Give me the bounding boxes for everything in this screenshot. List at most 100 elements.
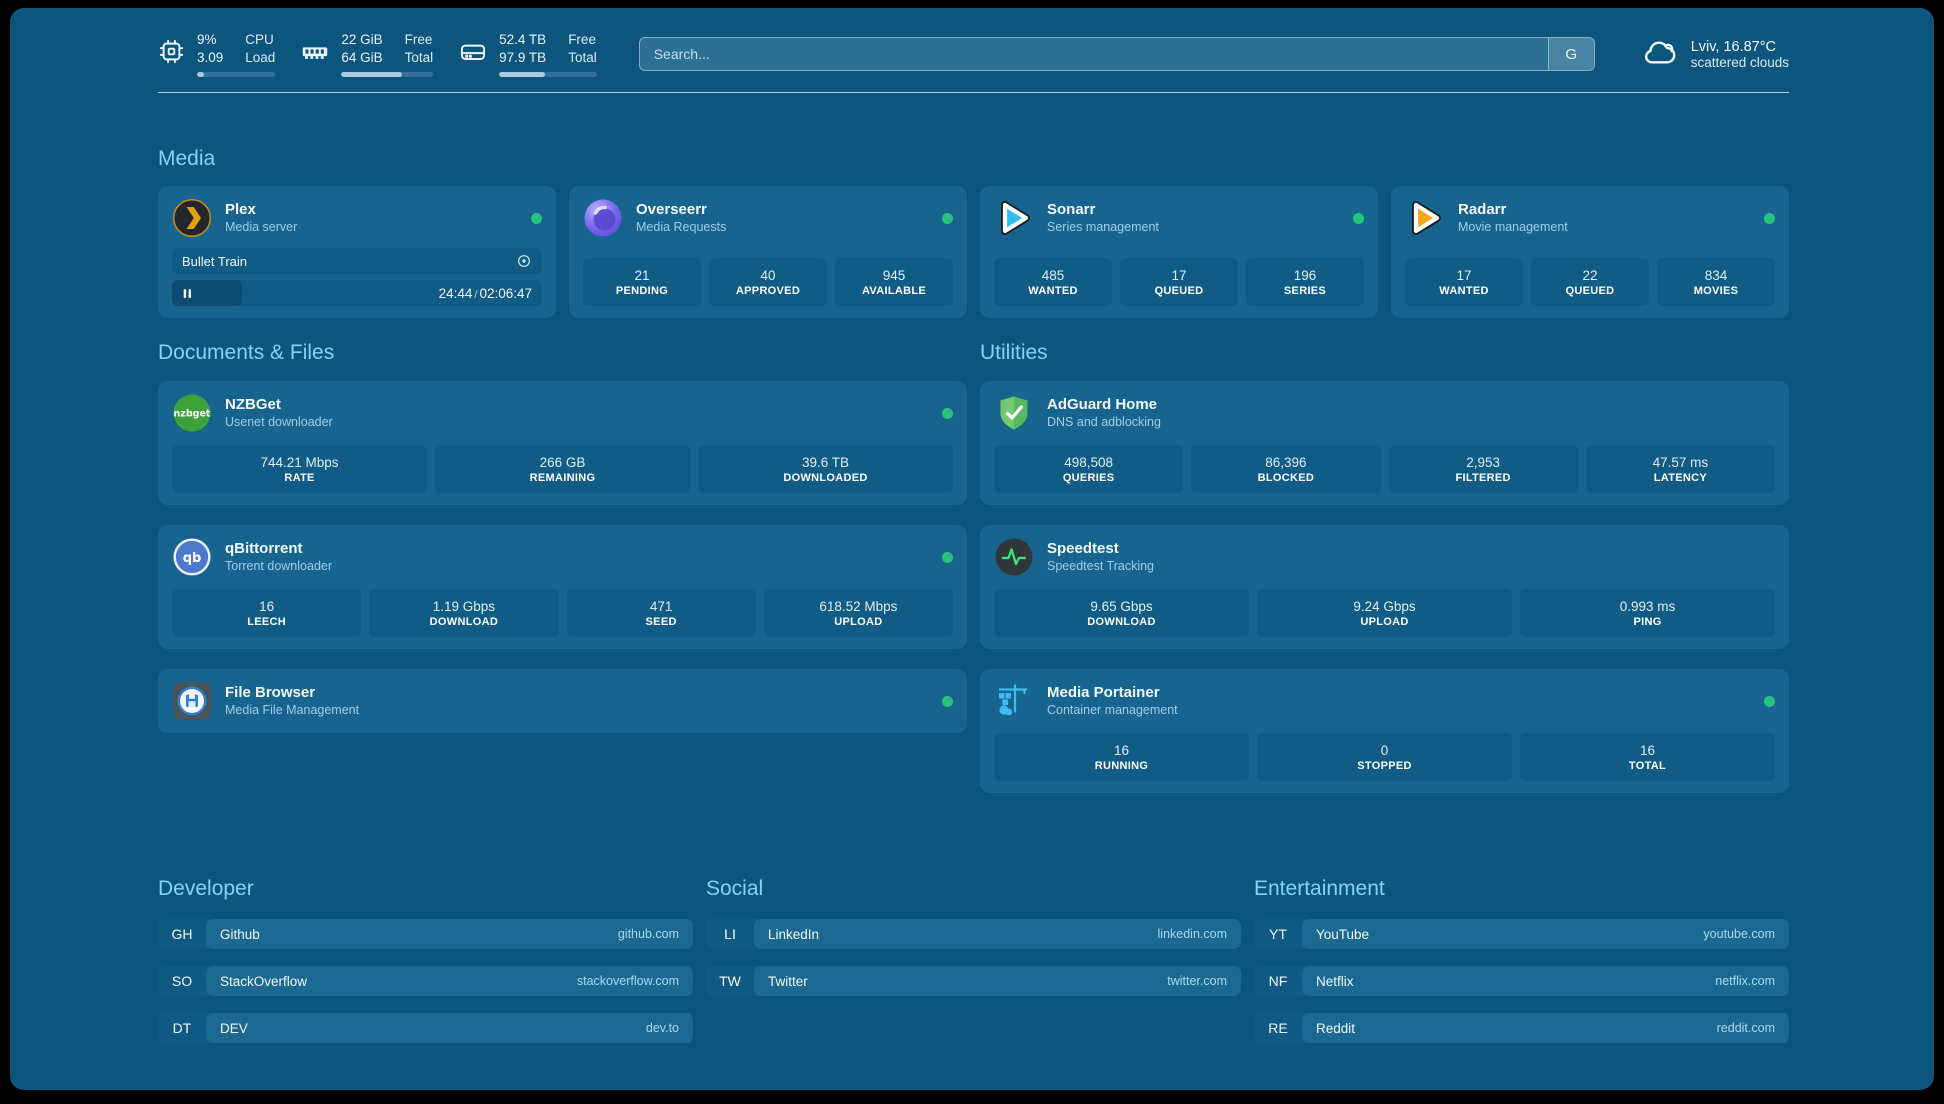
cloud-icon <box>1641 33 1679 76</box>
portainer-card: Media Portainer Container management 16 … <box>980 669 1789 793</box>
adguard-card: AdGuard Home DNS and adblocking 498,508 … <box>980 381 1789 505</box>
stat-tile: 744.21 Mbps RATE <box>172 445 427 493</box>
stat-tile: 498,508 QUERIES <box>994 445 1184 493</box>
entertainment-section-title: Entertainment <box>1254 877 1385 900</box>
cpu-usage-value: 9% <box>197 32 217 48</box>
media-section-title: Media <box>158 147 216 170</box>
app-description: Speedtest Tracking <box>1047 559 1155 574</box>
bookmark-twitter[interactable]: TW Twitter twitter.com <box>706 966 1241 996</box>
stat-tiles: 744.21 Mbps RATE 266 GB REMAINING 39.6 T… <box>172 445 953 493</box>
header-divider <box>158 92 1789 93</box>
documents-section-title: Documents & Files <box>158 341 335 364</box>
filebrowser-icon[interactable] <box>172 681 212 721</box>
social-bookmarks: Social LI LinkedIn linkedin.com TW Twitt… <box>706 877 1241 1043</box>
playback-progress-bar: 24:44/02:06:47 <box>172 280 542 306</box>
portainer-icon[interactable] <box>994 681 1034 721</box>
bookmark-name: Reddit <box>1316 1020 1356 1036</box>
bookmark-url: reddit.com <box>1716 1021 1775 1035</box>
cpu-stat: 9% 3.09 CPU Load <box>158 31 276 77</box>
entertainment-bookmarks: Entertainment YT YouTube youtube.com NF … <box>1254 877 1789 1043</box>
plex-icon[interactable] <box>172 198 212 238</box>
bookmark-url: dev.to <box>645 1021 679 1035</box>
stat-tile: 21 PENDING <box>583 258 701 306</box>
stat-tile: 40 APPROVED <box>709 258 827 306</box>
stat-tiles: 9.65 Gbps DOWNLOAD 9.24 Gbps UPLOAD 0.99… <box>994 589 1775 637</box>
documents-column: Documents & Files nzbget NZBGet Usenet d… <box>158 341 967 813</box>
app-name: File Browser <box>225 683 316 701</box>
qbittorrent-icon[interactable]: qb <box>172 537 212 577</box>
app-description: Torrent downloader <box>225 559 333 574</box>
cpu-load-value: 3.09 <box>197 50 224 65</box>
qbittorrent-card: qb qBittorrent Torrent downloader 16 LEE… <box>158 525 967 649</box>
nzbget-icon[interactable]: nzbget <box>172 393 212 433</box>
overseerr-card: Overseerr Media Requests 21 PENDING 40 A… <box>569 186 967 318</box>
status-dot <box>942 695 953 707</box>
utilities-section-title: Utilities <box>980 341 1048 364</box>
storage-stat: 52.4 TB 97.9 TB Free Total <box>459 31 597 77</box>
bookmark-url: twitter.com <box>1167 974 1227 988</box>
app-description: Media File Management <box>225 703 360 718</box>
adguard-icon[interactable] <box>994 393 1034 433</box>
bookmark-url: github.com <box>617 927 679 941</box>
stat-tile: 86,396 BLOCKED <box>1191 445 1381 493</box>
speedtest-card: Speedtest Speedtest Tracking 9.65 Gbps D… <box>980 525 1789 649</box>
stat-tiles: 17 WANTED 22 QUEUED 834 MOVIES <box>1405 258 1775 306</box>
status-dot <box>1764 695 1775 707</box>
app-description: Series management <box>1047 220 1159 235</box>
storage-progress-bar <box>499 71 597 77</box>
bookmark-github[interactable]: GH Github github.com <box>158 919 693 949</box>
weather-widget[interactable]: Lviv, 16.87°C scattered clouds <box>1641 33 1789 76</box>
cpu-progress-bar <box>197 71 276 77</box>
filebrowser-card: File Browser Media File Management <box>158 669 967 733</box>
stat-tile: 945 AVAILABLE <box>835 258 953 306</box>
svg-text:qb: qb <box>183 551 202 566</box>
memory-total-value: 64 GiB <box>341 50 383 65</box>
app-description: Container management <box>1047 703 1178 718</box>
stat-tile: 2,953 FILTERED <box>1388 445 1578 493</box>
utilities-column: Utilities AdGuard Home DNS and adblockin… <box>980 341 1789 813</box>
app-name: Overseerr <box>636 200 707 218</box>
bookmark-dev[interactable]: DT DEV dev.to <box>158 1013 693 1043</box>
pause-button[interactable] <box>181 287 194 300</box>
bookmark-reddit[interactable]: RE Reddit reddit.com <box>1254 1013 1789 1043</box>
storage-total-label: Total <box>568 50 597 65</box>
app-name: qBittorrent <box>225 539 303 557</box>
playback-time: 24:44/02:06:47 <box>438 285 532 301</box>
sonarr-icon[interactable] <box>994 198 1034 238</box>
bookmark-netflix[interactable]: NF Netflix netflix.com <box>1254 966 1789 996</box>
bookmark-name: StackOverflow <box>220 973 308 989</box>
memory-free-value: 22 GiB <box>341 32 383 48</box>
dashboard: 9% 3.09 CPU Load <box>10 8 1934 1090</box>
speedtest-icon[interactable] <box>994 537 1034 577</box>
bookmark-linkedin[interactable]: LI LinkedIn linkedin.com <box>706 919 1241 949</box>
app-name: AdGuard Home <box>1047 395 1158 413</box>
bookmark-youtube[interactable]: YT YouTube youtube.com <box>1254 919 1789 949</box>
bookmark-stackoverflow[interactable]: SO StackOverflow stackoverflow.com <box>158 966 693 996</box>
now-playing-title: Bullet Train <box>182 253 248 269</box>
bookmark-url: linkedin.com <box>1157 927 1227 941</box>
stat-tile: 0.993 ms PING <box>1520 589 1775 637</box>
app-description: Movie management <box>1458 220 1568 235</box>
memory-icon <box>301 38 329 71</box>
radarr-icon[interactable] <box>1405 198 1445 238</box>
search-input[interactable] <box>638 37 1595 71</box>
stat-tiles: 16 LEECH 1.19 Gbps DOWNLOAD 471 SEED 618… <box>172 589 953 637</box>
search-engine-button[interactable]: G <box>1547 38 1594 70</box>
session-info-icon[interactable] <box>516 253 532 269</box>
stat-tile: 0 STOPPED <box>1257 733 1512 781</box>
app-description: Media Requests <box>636 220 727 235</box>
stat-tile: 1.19 Gbps DOWNLOAD <box>369 589 559 637</box>
media-grid: Plex Media server Bullet Train <box>158 186 1789 318</box>
stat-tiles: 485 WANTED 17 QUEUED 196 SERIES <box>994 258 1364 306</box>
bookmark-name: DEV <box>220 1020 248 1036</box>
overseerr-icon[interactable] <box>583 198 623 238</box>
status-dot <box>1353 212 1364 224</box>
nzbget-card: nzbget NZBGet Usenet downloader 744.21 M… <box>158 381 967 505</box>
storage-icon <box>459 38 487 71</box>
search-bar: G <box>638 37 1595 71</box>
memory-total-label: Total <box>404 50 434 65</box>
storage-total-value: 97.9 TB <box>499 50 547 65</box>
cpu-icon <box>158 38 185 70</box>
status-dot <box>942 407 953 419</box>
